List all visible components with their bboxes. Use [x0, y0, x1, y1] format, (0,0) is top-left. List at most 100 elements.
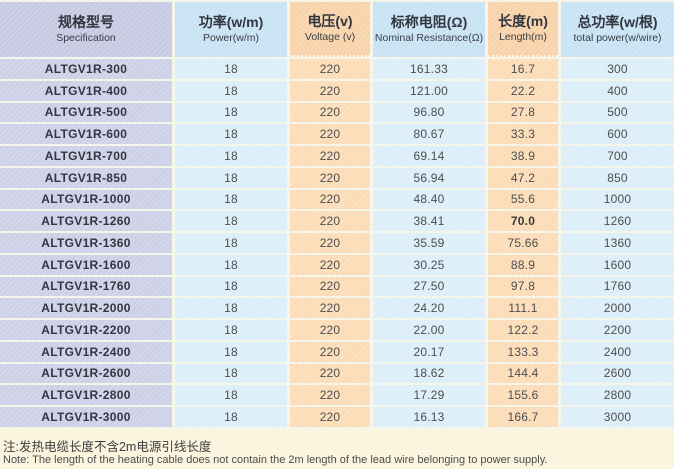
cell-total: 1760 [561, 276, 674, 297]
cell-power: 18 [175, 363, 287, 384]
cell-power: 18 [175, 276, 287, 297]
cell-length: 111.1 [488, 298, 558, 318]
cell-spec: ALTGV1R-700 [0, 146, 172, 166]
cell-voltage: 220 [290, 189, 370, 210]
cell-total: 1260 [561, 211, 674, 231]
cell-total: 2000 [561, 298, 674, 318]
cell-spec: ALTGV1R-2800 [0, 385, 172, 405]
cell-resistance: 96.80 [373, 102, 485, 123]
header-power-zh: 功率(w/m) [198, 14, 264, 31]
cell-spec: ALTGV1R-2200 [0, 320, 172, 340]
cell-length: 88.9 [488, 254, 558, 275]
cell-length: 166.7 [488, 407, 558, 427]
cell-length: 97.8 [488, 276, 558, 297]
header-voltage-en: Voltage (v) [304, 30, 356, 43]
cell-spec: ALTGV1R-400 [0, 80, 172, 101]
cell-length: 75.66 [488, 233, 558, 253]
cell-power: 18 [175, 124, 287, 144]
header-power-en: Power(w/m) [202, 31, 259, 44]
cell-resistance: 38.41 [373, 211, 485, 231]
header-resistance-zh: 标称电阻(Ω) [390, 14, 468, 31]
cell-resistance: 80.67 [373, 124, 485, 144]
cell-resistance: 69.14 [373, 146, 485, 166]
cell-resistance: 24.20 [373, 298, 485, 318]
cell-total: 1600 [561, 254, 674, 275]
header-length-en: Length(m) [499, 30, 547, 43]
cell-length: 38.9 [488, 146, 558, 166]
cell-spec: ALTGV1R-1000 [0, 189, 172, 210]
cell-length: 144.4 [488, 363, 558, 384]
cell-length: 27.8 [488, 102, 558, 123]
cell-voltage: 220 [290, 233, 370, 253]
cell-power: 18 [175, 59, 287, 79]
header-resistance: 标称电阻(Ω) Nominal Resistance(Ω) [373, 2, 485, 57]
cell-voltage: 220 [290, 320, 370, 340]
cell-total: 700 [561, 146, 674, 166]
cell-resistance: 161.33 [373, 59, 485, 79]
cell-total: 1360 [561, 233, 674, 253]
cell-voltage: 220 [290, 363, 370, 384]
cell-length: 22.2 [488, 80, 558, 101]
cell-length: 47.2 [488, 167, 558, 188]
cell-voltage: 220 [290, 124, 370, 144]
cell-spec: ALTGV1R-300 [0, 59, 172, 79]
header-length-zh: 长度(m) [498, 13, 548, 30]
cell-length: 33.3 [488, 124, 558, 144]
cell-voltage: 220 [290, 254, 370, 275]
cell-spec: ALTGV1R-2600 [0, 363, 172, 384]
header-power: 功率(w/m) Power(w/m) [175, 2, 287, 57]
cell-spec: ALTGV1R-850 [0, 167, 172, 188]
cell-power: 18 [175, 320, 287, 340]
header-total-power-en: total power(w/wire) [573, 31, 662, 44]
cell-length: 155.6 [488, 385, 558, 405]
footnote: 注:发热电缆长度不含2m电源引线长度 Note: The length of t… [0, 428, 674, 469]
cell-length: 133.3 [488, 341, 558, 362]
cell-total: 2600 [561, 363, 674, 384]
cell-resistance: 121.00 [373, 80, 485, 101]
cell-spec: ALTGV1R-600 [0, 124, 172, 144]
cell-power: 18 [175, 211, 287, 231]
cell-length: 70.0 [488, 211, 558, 231]
cell-resistance: 48.40 [373, 189, 485, 210]
cell-power: 18 [175, 189, 287, 210]
cell-voltage: 220 [290, 276, 370, 297]
header-total-power: 总功率(w/根) total power(w/wire) [561, 2, 674, 57]
cell-resistance: 20.17 [373, 341, 485, 362]
cell-spec: ALTGV1R-1600 [0, 254, 172, 275]
header-voltage-zh: 电压(v) [307, 13, 353, 30]
cell-power: 18 [175, 254, 287, 275]
cell-length: 122.2 [488, 320, 558, 340]
cell-voltage: 220 [290, 407, 370, 427]
cell-resistance: 16.13 [373, 407, 485, 427]
cell-spec: ALTGV1R-2000 [0, 298, 172, 318]
header-length: 长度(m) Length(m) [488, 2, 558, 57]
cell-power: 18 [175, 385, 287, 405]
cell-voltage: 220 [290, 102, 370, 123]
cell-voltage: 220 [290, 341, 370, 362]
cell-voltage: 220 [290, 298, 370, 318]
header-voltage: 电压(v) Voltage (v) [290, 2, 370, 57]
cell-voltage: 220 [290, 80, 370, 101]
cell-resistance: 56.94 [373, 167, 485, 188]
cell-voltage: 220 [290, 59, 370, 79]
cell-voltage: 220 [290, 167, 370, 188]
cell-power: 18 [175, 233, 287, 253]
cell-total: 2800 [561, 385, 674, 405]
cell-total: 3000 [561, 407, 674, 427]
cell-power: 18 [175, 80, 287, 101]
header-resistance-en: Nominal Resistance(Ω) [374, 31, 484, 44]
cell-total: 500 [561, 102, 674, 123]
cell-total: 300 [561, 59, 674, 79]
cell-resistance: 27.50 [373, 276, 485, 297]
spec-table: 规格型号 Specification 功率(w/m) Power(w/m) 电压… [0, 2, 674, 427]
header-specification: 规格型号 Specification [0, 2, 172, 57]
header-specification-zh: 规格型号 [58, 14, 114, 31]
cell-spec: ALTGV1R-1260 [0, 211, 172, 231]
cell-spec: ALTGV1R-1360 [0, 233, 172, 253]
header-total-power-zh: 总功率(w/根) [577, 14, 658, 31]
cell-voltage: 220 [290, 146, 370, 166]
cell-length: 16.7 [488, 59, 558, 79]
cell-length: 55.6 [488, 189, 558, 210]
cell-voltage: 220 [290, 211, 370, 231]
cell-power: 18 [175, 298, 287, 318]
